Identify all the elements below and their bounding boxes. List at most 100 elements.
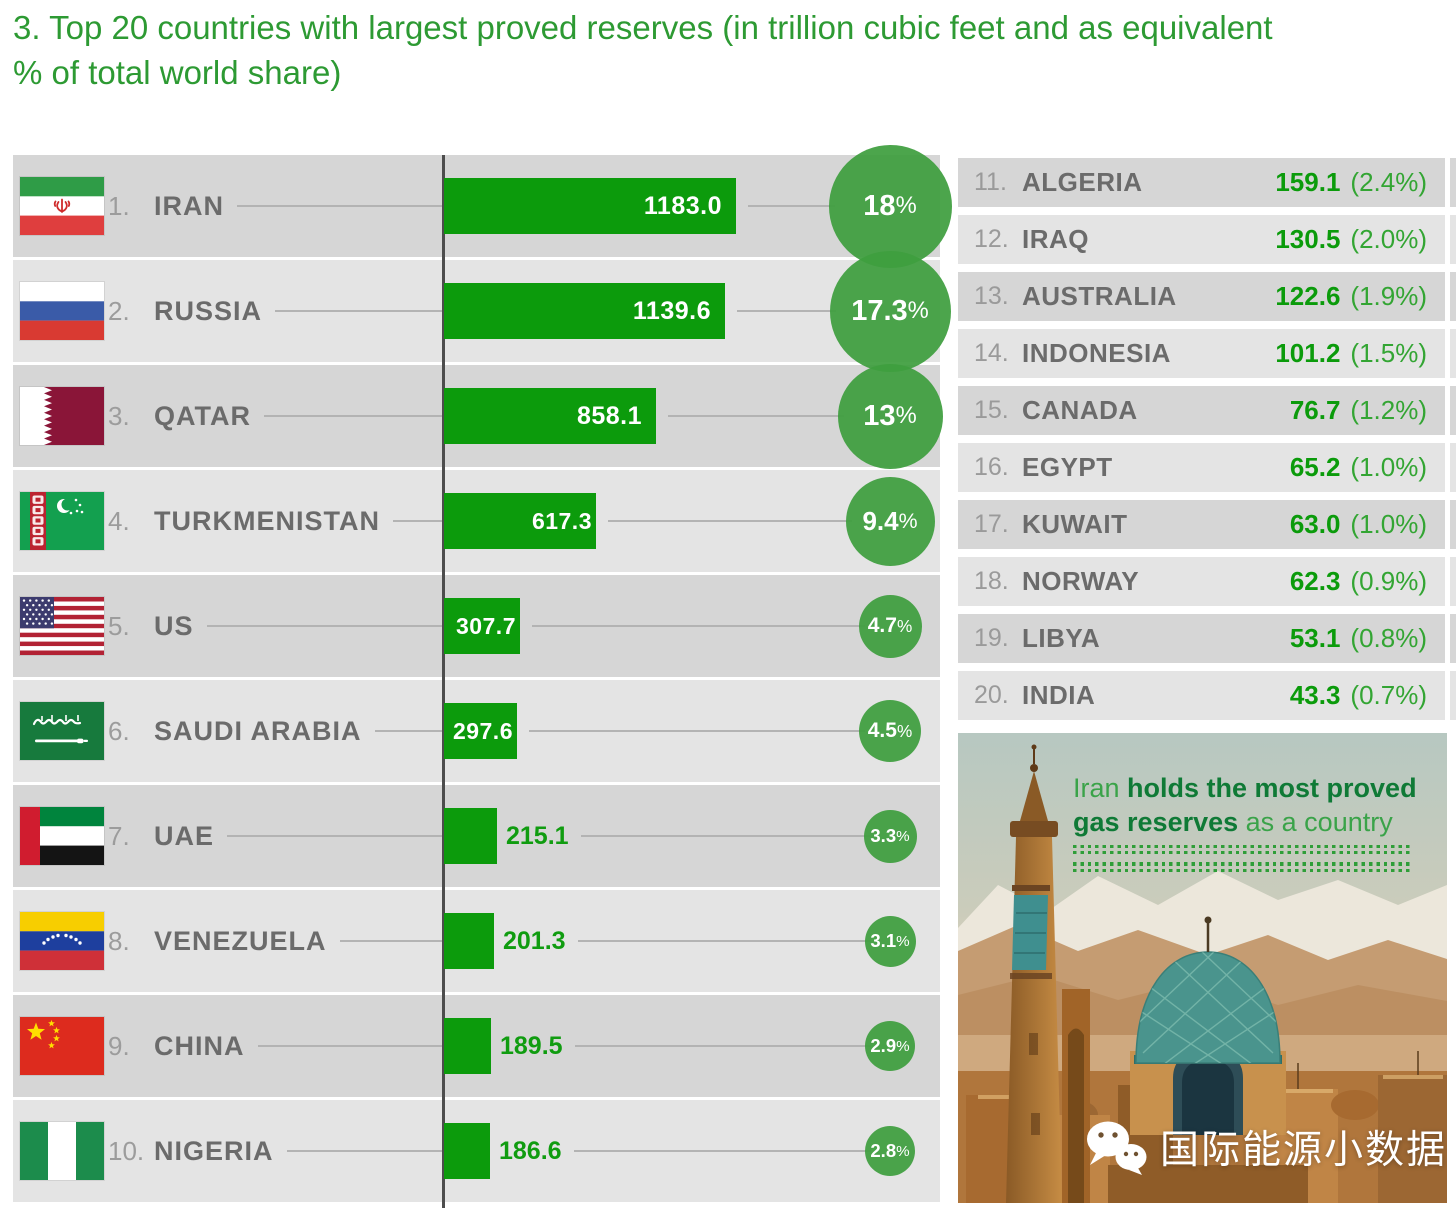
bar-zone: 307.7 <box>444 575 865 677</box>
bar-zone: 858.1 <box>444 365 844 467</box>
saudi-flag-icon <box>20 702 104 760</box>
bar-value: 186.6 <box>499 1136 562 1165</box>
connector-line <box>668 415 844 417</box>
country-name: INDONESIA <box>1022 338 1171 368</box>
connector-line <box>227 835 444 837</box>
us-flag-icon <box>20 597 104 655</box>
row-edge-sliver <box>1450 215 1456 264</box>
rank-label: 20. <box>974 681 1009 709</box>
share-value: (0.9%) <box>1350 566 1427 596</box>
bar-value: 858.1 <box>576 401 642 430</box>
axis-line <box>442 155 445 1208</box>
ranking-row-main: 13. AUSTRALIA 122.6 (1.9%) <box>958 272 1445 321</box>
ranking-row-main: 15. CANADA 76.7 (1.2%) <box>958 386 1445 435</box>
share-bubble: 4.7% <box>858 594 922 658</box>
percent-sign: % <box>896 827 910 845</box>
connector-line <box>529 730 865 732</box>
percent-sign: % <box>896 1037 910 1055</box>
share-bubble: 3.3% <box>863 809 917 863</box>
share-bubble: 9.4% <box>845 476 935 566</box>
percent-sign: % <box>896 720 913 741</box>
ranking-list-panel: 11. ALGERIA 159.1 (2.4%) 12. IRAQ 130.5 (2.0%) 1… <box>958 158 1456 728</box>
share-bubble: 4.5% <box>859 700 921 762</box>
row-edge-sliver <box>1450 557 1456 606</box>
ranking-row-main: 20. INDIA 43.3 (0.7%) <box>958 671 1445 720</box>
watermark: 国际能源小数据 <box>1084 1119 1447 1175</box>
share-value: 3.1 <box>870 930 897 951</box>
share-bubble: 13% <box>837 363 943 469</box>
percent-sign: % <box>898 508 918 533</box>
country-label-zone: 4. TURKMENISTAN <box>108 470 444 572</box>
percent-sign: % <box>896 615 913 636</box>
connector-line <box>286 1150 444 1152</box>
share-value: (1.0%) <box>1350 452 1427 482</box>
share-value: (1.5%) <box>1350 338 1427 368</box>
reserve-bar <box>444 1018 491 1074</box>
bar-zone: 1183.0 <box>444 155 835 257</box>
reserve-value: 76.7 <box>1289 395 1341 425</box>
rank-label: 18. <box>974 567 1009 595</box>
country-label-zone: 2. RUSSIA <box>108 260 444 362</box>
share-value: 3.3 <box>870 825 897 846</box>
photo-caption: Iran holds the most proved gas reserves … <box>1073 771 1417 839</box>
reserve-value: 63.0 <box>1289 509 1341 539</box>
share-value: (1.0%) <box>1350 509 1427 539</box>
caption-bold-2: gas reserves <box>1073 807 1239 837</box>
country-label-zone: 8. VENEZUELA <box>108 890 444 992</box>
bar-zone: 189.5 <box>444 995 871 1097</box>
connector-line <box>580 835 870 837</box>
venezuela-flag-icon <box>20 912 104 970</box>
share-value: 18 <box>863 189 896 222</box>
country-name: US <box>154 610 194 641</box>
rank-label: 16. <box>974 453 1009 481</box>
ranking-row-algeria: 11. ALGERIA 159.1 (2.4%) <box>958 158 1456 207</box>
share-bubble: 17.3% <box>829 250 951 372</box>
country-name: CANADA <box>1022 395 1138 425</box>
percent-sign: % <box>896 932 910 950</box>
country-name: UAE <box>154 820 215 851</box>
bar-zone: 215.1 <box>444 785 870 887</box>
country-name: CHINA <box>154 1030 245 1061</box>
bar-value: 201.3 <box>503 926 566 955</box>
country-name: INDIA <box>1022 680 1096 710</box>
ranking-row-india: 20. INDIA 43.3 (0.7%) <box>958 671 1456 720</box>
share-value: 2.9 <box>870 1035 897 1056</box>
turkmenistan-flag-icon <box>20 492 104 550</box>
ranking-row-australia: 13. AUSTRALIA 122.6 (1.9%) <box>958 272 1456 321</box>
mosque-scene-illustration <box>958 733 1447 1203</box>
row-edge-sliver <box>1450 500 1456 549</box>
rank-label: 4. <box>108 505 130 536</box>
page-title-line1: 3. Top 20 countries with largest proved … <box>13 9 1273 46</box>
rank-label: 15. <box>974 396 1009 424</box>
rank-label: 13. <box>974 282 1009 310</box>
nigeria-flag-icon <box>20 1122 104 1180</box>
ranking-row-main: 11. ALGERIA 159.1 (2.4%) <box>958 158 1445 207</box>
country-row-venezuela: 8. VENEZUELA 201.3 3.1% <box>13 890 940 992</box>
reserve-bar: 1139.6 <box>444 283 725 339</box>
ranking-row-main: 18. NORWAY 62.3 (0.9%) <box>958 557 1445 606</box>
connector-line <box>206 625 444 627</box>
bar-value: 297.6 <box>452 717 513 744</box>
bar-value: 1183.0 <box>643 191 722 220</box>
share-bubble: 2.8% <box>865 1126 915 1176</box>
caption-light-2: as a country <box>1238 807 1393 837</box>
country-name: VENEZUELA <box>154 925 327 956</box>
rank-label: 3. <box>108 400 130 431</box>
row-edge-sliver <box>1450 671 1456 720</box>
bar-zone: 201.3 <box>444 890 871 992</box>
country-row-turkmenistan: 4. TURKMENISTAN 617.3 9.4% <box>13 470 940 572</box>
share-value: 9.4 <box>862 505 899 536</box>
connector-line <box>374 730 444 732</box>
percent-sign: % <box>896 1142 910 1160</box>
country-name: QATAR <box>154 400 251 431</box>
reserve-bar <box>444 1123 490 1179</box>
connector-line <box>263 415 444 417</box>
reserve-value: 130.5 <box>1275 224 1341 254</box>
share-value: 13 <box>863 399 896 432</box>
reserve-value: 53.1 <box>1289 623 1341 653</box>
rank-label: 17. <box>974 510 1009 538</box>
connector-line <box>574 1045 871 1047</box>
country-name: TURKMENISTAN <box>154 505 380 536</box>
ranking-row-kuwait: 17. KUWAIT 63.0 (1.0%) <box>958 500 1456 549</box>
share-bubble: 2.9% <box>865 1021 915 1071</box>
